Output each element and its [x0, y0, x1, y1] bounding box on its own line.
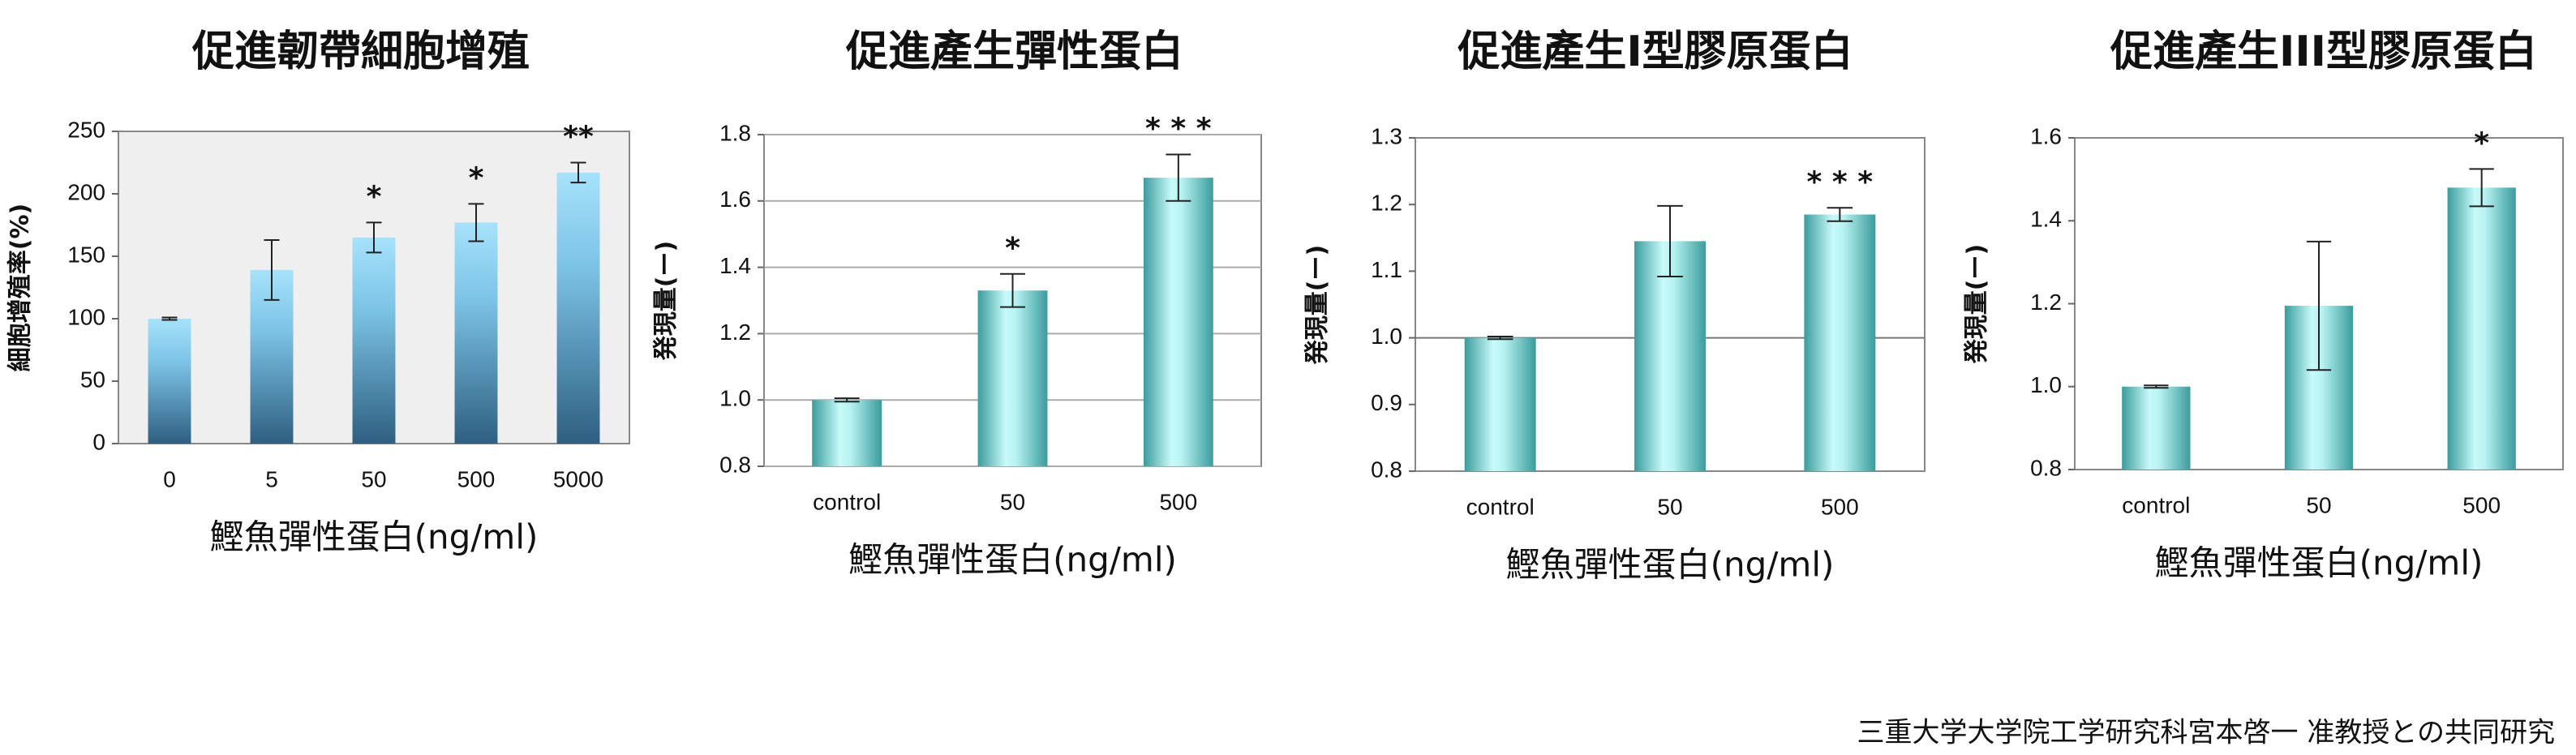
y-tick-label: 1.0 — [719, 386, 751, 411]
footer: 三重大学大学院工学研究科宮本啓一 准教授との共同研究 — [1857, 717, 2555, 749]
y-tick-label: 1.2 — [2030, 290, 2062, 315]
x-tick-label: 5000 — [553, 466, 603, 491]
bar — [1464, 337, 1536, 471]
significance-mark: ** — [563, 121, 594, 154]
error-bar — [264, 238, 280, 301]
x-tick-label: control — [2122, 492, 2190, 517]
y-tick-label: 200 — [67, 179, 105, 204]
error-bar — [1166, 153, 1191, 202]
x-tick-label: 500 — [1821, 494, 1859, 519]
y-tick-label: 250 — [67, 117, 105, 142]
x-tick-label: 500 — [2462, 492, 2501, 517]
chart-title: 促進產生III型膠原蛋白 — [2110, 28, 2537, 76]
x-tick-label: 0 — [163, 466, 176, 491]
y-tick-label: 1.2 — [719, 320, 751, 345]
y-tick-label: 1.2 — [1371, 191, 1402, 216]
error-bar — [1657, 204, 1683, 277]
error-bar — [2469, 168, 2494, 208]
error-bar — [161, 316, 178, 321]
chart-title: 促進韌帶細胞增殖 — [191, 28, 530, 76]
y-tick-label: 100 — [67, 304, 105, 329]
bar — [148, 319, 191, 444]
y-tick-label: 0.8 — [1371, 457, 1402, 482]
y-axis-label: 発現量(ー) — [652, 241, 680, 361]
error-bar — [2306, 240, 2332, 371]
significance-mark: * — [2474, 127, 2489, 160]
bar — [977, 290, 1048, 466]
y-tick-label: 0.9 — [1371, 390, 1402, 415]
x-tick-label: 50 — [361, 466, 386, 491]
x-axis-label: 鰹魚彈性蛋白(ng/ml) — [1506, 545, 1835, 585]
error-bar — [1000, 272, 1025, 308]
error-bar — [570, 161, 586, 184]
significance-mark: * — [469, 161, 484, 195]
error-bar — [1827, 207, 1853, 222]
y-tick-label: 1.0 — [2030, 372, 2062, 397]
x-axis-label: 鰹魚彈性蛋白(ng/ml) — [2155, 543, 2484, 583]
y-tick-label: 1.6 — [719, 187, 751, 212]
y-tick-label: 50 — [80, 367, 105, 392]
error-bar — [2144, 384, 2169, 389]
significance-mark: * — [367, 180, 382, 213]
chart-title: 促進產生I型膠原蛋白 — [1457, 28, 1853, 76]
bar — [556, 172, 600, 444]
x-axis-label: 鰹魚彈性蛋白(ng/ml) — [848, 540, 1177, 580]
error-bar — [366, 221, 382, 254]
y-tick-label: 1.1 — [1371, 257, 1402, 282]
x-axis-label: 鰹魚彈性蛋白(ng/ml) — [210, 517, 539, 557]
x-tick-label: 50 — [1000, 489, 1025, 514]
chart-title: 促進產生彈性蛋白 — [845, 28, 1183, 76]
y-tick-label: 0.8 — [2030, 455, 2062, 480]
bar — [1143, 178, 1213, 467]
bar — [1804, 214, 1876, 471]
y-tick-label: 1.4 — [2030, 207, 2062, 232]
bar — [2447, 187, 2516, 470]
y-tick-label: 1.4 — [719, 253, 751, 278]
x-tick-label: 500 — [1159, 489, 1197, 514]
y-tick-label: 0 — [92, 429, 105, 454]
y-tick-label: 1.0 — [1371, 324, 1402, 349]
error-bar — [468, 203, 484, 242]
y-axis-label: 細胞增殖率(%) — [6, 204, 35, 371]
y-tick-label: 1.6 — [2030, 123, 2062, 148]
x-tick-label: 50 — [2306, 492, 2331, 517]
bar — [2122, 386, 2191, 470]
y-tick-label: 1.3 — [1371, 123, 1402, 148]
significance-mark: * * * — [1807, 165, 1874, 199]
y-tick-label: 0.8 — [719, 452, 751, 477]
x-tick-label: 5 — [265, 466, 278, 491]
bar — [454, 222, 498, 444]
y-axis-label: 発現量(ー) — [1303, 245, 1332, 365]
x-tick-label: control — [1466, 494, 1535, 519]
significance-mark: * * * — [1145, 113, 1212, 146]
bar — [352, 237, 396, 444]
x-tick-label: 500 — [457, 466, 496, 491]
error-bar — [1487, 335, 1513, 341]
error-bar — [834, 397, 860, 403]
y-axis-label: 発現量(ー) — [1963, 244, 1991, 364]
x-tick-label: 50 — [1657, 494, 1682, 519]
y-tick-label: 150 — [67, 242, 105, 267]
bar — [1634, 241, 1706, 471]
significance-mark: * — [1005, 232, 1020, 265]
y-tick-label: 1.8 — [719, 120, 751, 145]
bar — [812, 400, 882, 466]
x-tick-label: control — [813, 489, 881, 514]
